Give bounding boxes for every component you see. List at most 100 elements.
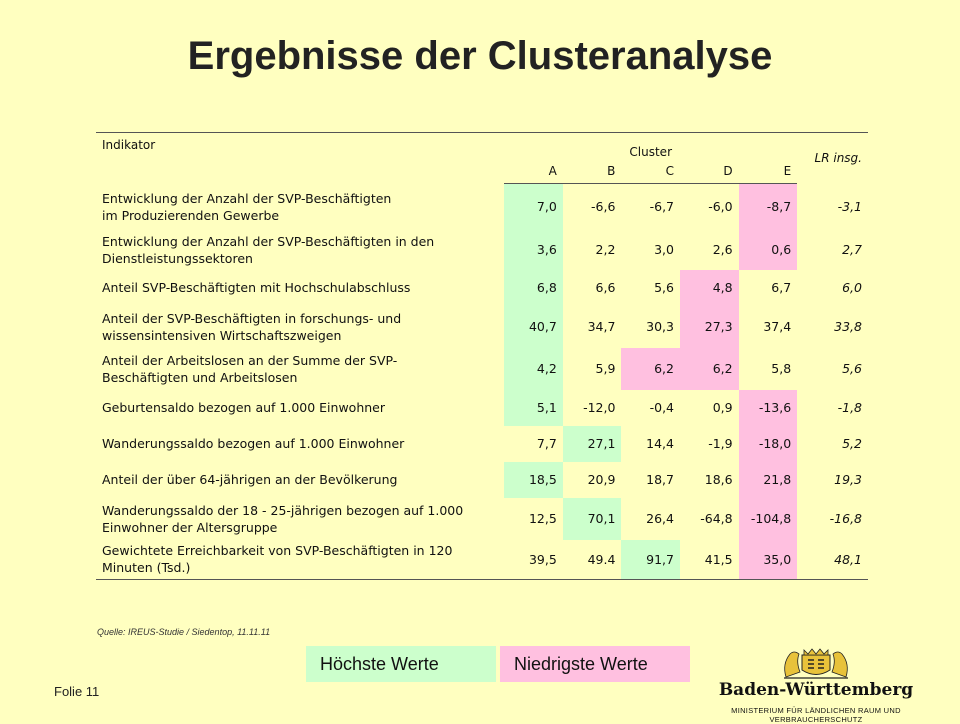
value-cell: 6,2 (621, 347, 680, 390)
value-cell: -6,7 (649, 199, 674, 215)
table-row: Wanderungssaldo bezogen auf 1.000 Einwoh… (96, 425, 868, 462)
table-row: Anteil SVP-Beschäftigten mit Hochschulab… (96, 269, 868, 306)
value-cell: 6,2 (680, 347, 739, 390)
cluster-letter: D (680, 159, 739, 184)
value-cell: 27,3 (680, 305, 739, 348)
legend-lowest: Niedrigste Werte (500, 646, 690, 682)
value-cell: 49.4 (562, 539, 622, 580)
lr-value-cell: 6,0 (842, 280, 862, 295)
value-cell: -64,8 (700, 511, 733, 526)
indicator-line: Anteil der SVP-Beschäftigten in forschun… (102, 310, 402, 326)
indicator-cell: Anteil der über 64-jährigen an der Bevöl… (96, 462, 504, 498)
value-cell: -0,4 (649, 400, 674, 415)
indicator-line: Entwicklung der Anzahl der SVP-Beschäfti… (102, 190, 392, 206)
legend-highest: Höchste Werte (306, 646, 496, 682)
value-cell: -18,0 (738, 425, 798, 462)
value-cell: 7,0 (504, 183, 563, 230)
value-cell: 41,5 (680, 539, 739, 580)
value-cell: 18,5 (504, 461, 563, 498)
value-cell: 14,4 (646, 436, 674, 451)
indicator-line: Entwicklung der Anzahl der SVP-Beschäfti… (102, 233, 435, 249)
value-cell: 40,7 (504, 305, 563, 348)
lr-value-cell: 5,6 (842, 361, 862, 376)
indicator-line: Dienstleistungssektoren (102, 250, 253, 266)
indicator-cell: Gewichtete Erreichbarkeit von SVP-Beschä… (96, 539, 505, 580)
table-row: Gewichtete Erreichbarkeit von SVP-Beschä… (96, 539, 868, 580)
value-cell: 34,7 (587, 319, 616, 334)
value-cell: 26,4 (646, 511, 674, 526)
cluster-letter: A (504, 159, 563, 184)
lr-value-cell: -3,1 (837, 199, 862, 214)
value-cell: 4,8 (680, 269, 739, 306)
indicator-cell: Entwicklung der Anzahl der SVP-Beschäfti… (96, 230, 504, 270)
value-cell: 6,7 (771, 280, 792, 295)
indicator-line: Gewichtete Erreichbarkeit von SVP-Beschä… (102, 543, 453, 559)
table-row: Anteil der SVP-Beschäftigten in forschun… (96, 305, 868, 348)
value-cell: 12,5 (528, 511, 557, 526)
value-cell: 35,0 (738, 539, 798, 580)
value-cell: 20,9 (587, 472, 616, 487)
cluster-table: Indikator Cluster LR insg. A B C D E Ent… (96, 132, 868, 580)
value-cell: 5,6 (654, 280, 674, 295)
value-cell: 3,0 (654, 242, 674, 257)
slide-title: Ergebnisse der Clusteranalyse (187, 34, 773, 78)
indicator-cell: Anteil der SVP-Beschäftigten in forschun… (96, 306, 504, 348)
value-cell: -104,8 (738, 497, 798, 540)
value-cell: 0,9 (712, 400, 733, 415)
table-row: Entwicklung der Anzahl der SVP-Beschäfti… (96, 229, 868, 270)
indicator-header: Indikator (96, 132, 505, 184)
table-header-row: Indikator Cluster LR insg. (96, 132, 868, 184)
value-cell: -6,0 (708, 199, 733, 215)
lr-value-cell: 48,1 (797, 539, 868, 580)
value-cell: 2,6 (712, 242, 733, 257)
value-cell: 2,2 (595, 242, 616, 257)
value-cell: 7,7 (536, 436, 557, 451)
logo-ministry: MINISTERIUM FÜR LÄNDLICHEN RAUM UND VERB… (731, 706, 901, 724)
indicator-line: Wanderungssaldo bezogen auf 1.000 Einwoh… (102, 436, 405, 451)
value-cell: 91,7 (621, 539, 680, 580)
value-cell: -13,6 (738, 389, 798, 426)
value-cell: -12,0 (583, 400, 616, 415)
lr-value-cell: 5,2 (842, 436, 862, 451)
table-row: Anteil der über 64-jährigen an der Bevöl… (96, 461, 868, 498)
indicator-cell: Wanderungssaldo bezogen auf 1.000 Einwoh… (96, 426, 504, 462)
value-cell: 6,8 (504, 269, 563, 306)
cluster-letters-row: A B C D E (96, 159, 868, 184)
indicator-line: wissensintensiven Wirtschaftszweigen (102, 327, 342, 343)
table-row: Wanderungssaldo der 18 - 25-jährigen bez… (96, 497, 868, 540)
cluster-letter: C (621, 159, 680, 184)
value-cell: 3,6 (504, 229, 563, 270)
slide-number: Folie 11 (54, 684, 100, 699)
value-cell: 39,5 (504, 539, 563, 580)
indicator-cell: Anteil der Arbeitslosen an der Summe der… (96, 348, 504, 390)
indicator-cell: Entwicklung der Anzahl der SVP-Beschäfti… (96, 184, 504, 230)
logo-name: Baden-Württemberg (718, 680, 914, 700)
indicator-line: Minuten (Tsd.) (102, 560, 191, 576)
indicator-line: Wanderungssaldo der 18 - 25-jährigen bez… (102, 502, 464, 518)
value-cell: 18,6 (704, 472, 733, 487)
indicator-cell: Geburtensaldo bezogen auf 1.000 Einwohne… (96, 390, 504, 426)
value-cell: 0,6 (738, 229, 798, 270)
table-row: Anteil der Arbeitslosen an der Summe der… (96, 347, 868, 390)
value-cell: 4,2 (504, 347, 563, 390)
coat-of-arms-icon (784, 648, 848, 679)
cluster-header: Cluster (504, 132, 798, 159)
value-cell: 30,3 (646, 319, 674, 334)
indicator-line: Anteil der Arbeitslosen an der Summe der… (102, 352, 398, 368)
lr-value-cell: 33,8 (834, 319, 862, 334)
value-cell: 5,1 (504, 389, 563, 426)
value-cell: 27,1 (562, 425, 622, 462)
value-cell: 5,8 (771, 361, 792, 376)
indicator-line: Einwohner der Altersgruppe (102, 519, 278, 535)
indicator-line: Geburtensaldo bezogen auf 1.000 Einwohne… (102, 400, 385, 415)
lr-header: LR insg. (797, 132, 868, 184)
cluster-letter: E (738, 159, 798, 184)
value-cell: 70,1 (562, 497, 622, 540)
value-cell: 6,6 (595, 280, 616, 295)
value-cell: -6,6 (591, 199, 616, 215)
ministry-logo: Baden-Württemberg MINISTERIUM FÜR LÄNDLI… (696, 642, 936, 724)
value-cell: -8,7 (738, 183, 798, 230)
indicator-cell: Wanderungssaldo der 18 - 25-jährigen bez… (96, 498, 504, 540)
indicator-line: im Produzierenden Gewerbe (102, 207, 280, 223)
lr-value-cell: 19,3 (834, 472, 862, 487)
